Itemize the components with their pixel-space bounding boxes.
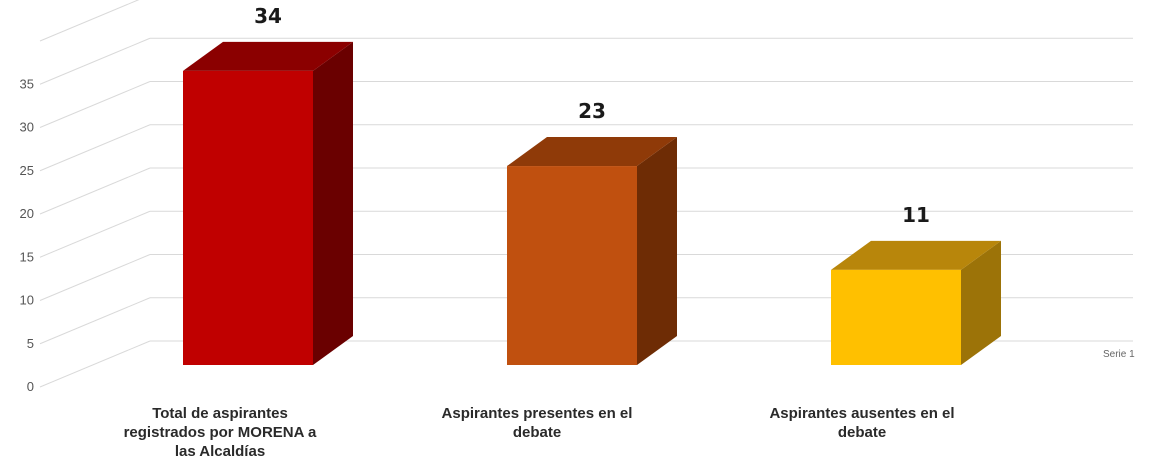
bars bbox=[183, 41, 1001, 366]
bar bbox=[183, 41, 353, 366]
category-label: Aspirantes ausentes en el debate bbox=[769, 405, 954, 441]
gridline-side bbox=[39, 124, 151, 172]
category-label-line: las Alcaldías bbox=[175, 443, 265, 460]
bar bbox=[507, 137, 677, 365]
y-tick-label: 30 bbox=[20, 120, 34, 135]
category-label-line: Aspirantes presentes en el bbox=[442, 405, 633, 422]
bar-top bbox=[183, 41, 353, 71]
category-label: Aspirantes presentes en el debate bbox=[442, 405, 633, 441]
series-label: Serie 1 bbox=[1103, 349, 1135, 360]
bar-side bbox=[313, 41, 353, 366]
y-axis-ticks: 0 5 10 15 20 25 30 35 bbox=[20, 76, 34, 394]
category-label-line: Total de aspirantes bbox=[152, 405, 288, 422]
bar-top bbox=[831, 240, 1001, 270]
category-labels: Total de aspirantes registrados por MOREN… bbox=[124, 405, 955, 460]
gridline-side bbox=[39, 0, 140, 42]
y-tick-label: 15 bbox=[20, 249, 34, 264]
data-label: 34 bbox=[254, 4, 282, 28]
bar-front bbox=[507, 166, 637, 365]
y-tick-label: 25 bbox=[20, 163, 34, 178]
gridline-side bbox=[39, 254, 151, 301]
data-labels: 34 23 11 bbox=[254, 4, 930, 227]
category-label-line: debate bbox=[838, 424, 886, 441]
bar-side bbox=[637, 137, 677, 365]
data-label: 11 bbox=[902, 203, 930, 227]
category-label: Total de aspirantes registrados por MOREN… bbox=[124, 405, 317, 460]
y-tick-label: 20 bbox=[20, 206, 34, 221]
category-label-line: registrados por MORENA a bbox=[124, 424, 317, 441]
gridline-side bbox=[39, 340, 151, 388]
y-tick-label: 0 bbox=[27, 379, 34, 394]
gridline-side bbox=[39, 167, 151, 215]
bar-front bbox=[183, 70, 313, 366]
category-label-line: Aspirantes ausentes en el bbox=[769, 405, 954, 422]
bar-side bbox=[961, 240, 1001, 365]
gridline-side bbox=[39, 210, 151, 258]
data-label: 23 bbox=[578, 99, 606, 123]
gridline-side bbox=[39, 81, 151, 128]
y-tick-label: 10 bbox=[20, 293, 34, 308]
category-label-line: debate bbox=[513, 424, 561, 441]
bar-top bbox=[507, 137, 677, 167]
bar bbox=[831, 240, 1001, 365]
y-tick-label: 5 bbox=[27, 336, 34, 351]
y-tick-label: 35 bbox=[20, 76, 34, 91]
gridline-side bbox=[39, 37, 151, 85]
gridline-side bbox=[39, 297, 151, 345]
bar-front bbox=[831, 269, 961, 365]
